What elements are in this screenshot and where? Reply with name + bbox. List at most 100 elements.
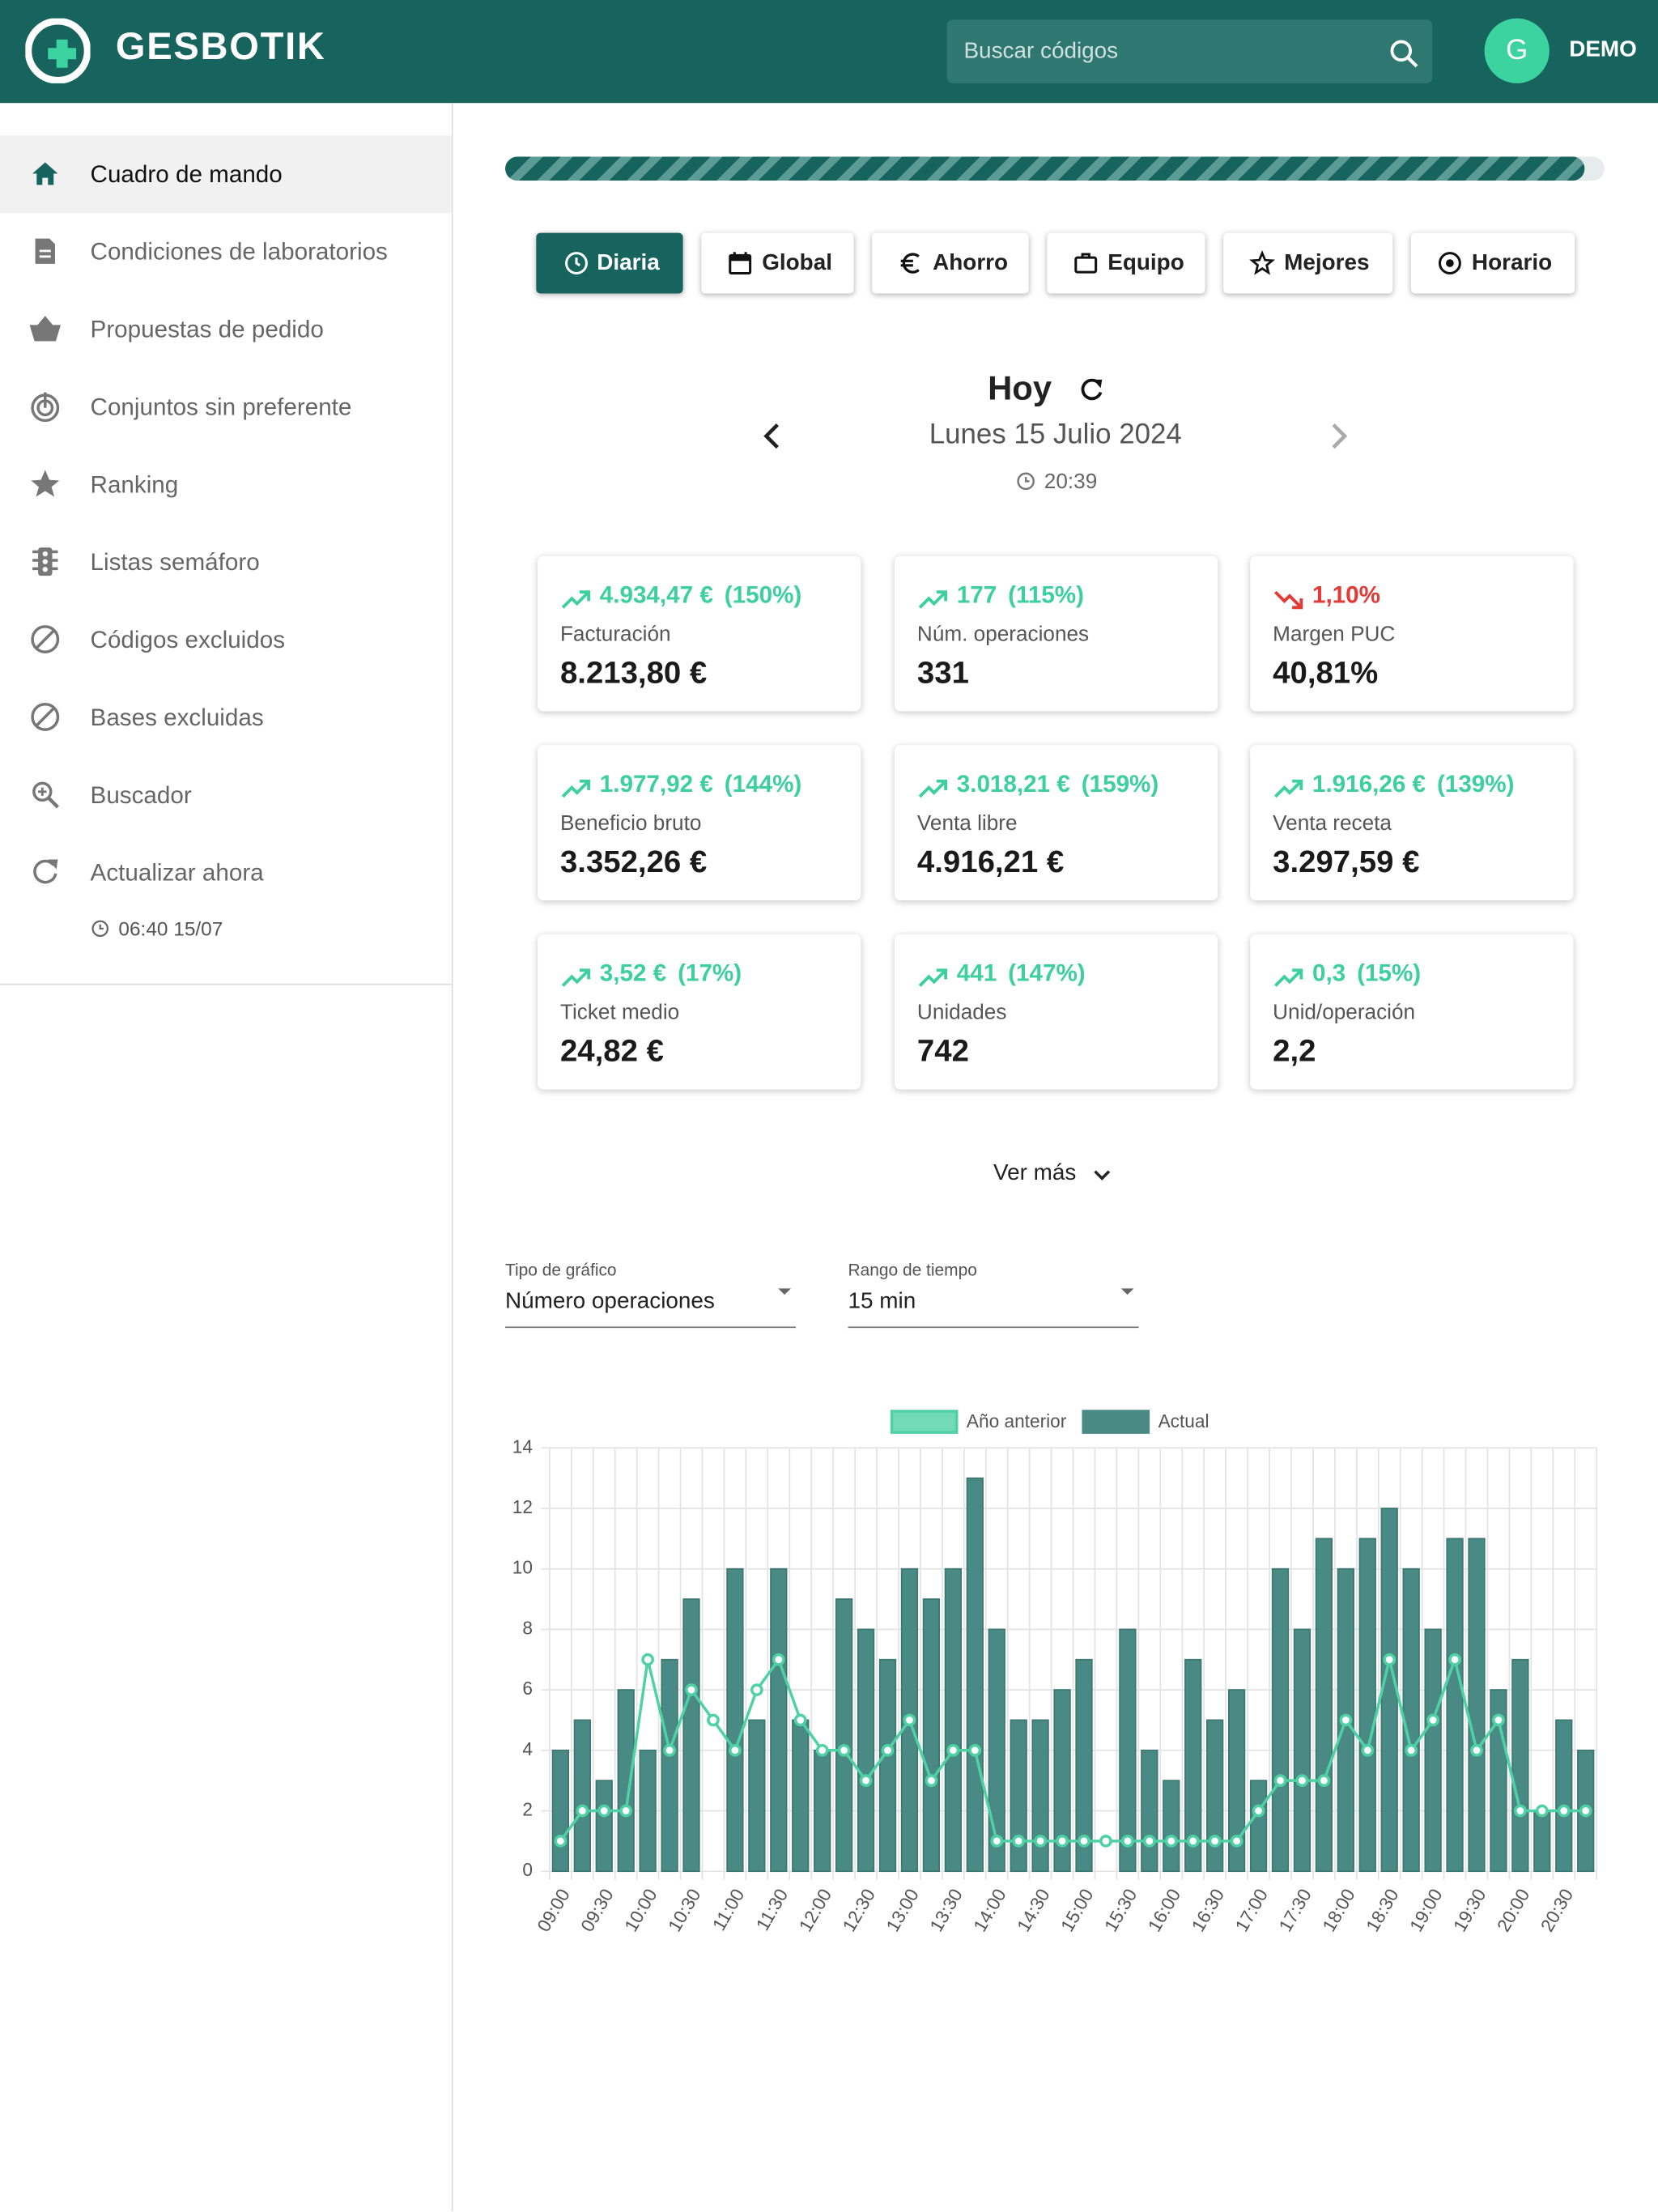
kpi-value: 2,2 bbox=[1273, 1032, 1316, 1069]
bar bbox=[1293, 1628, 1312, 1873]
y-tick-label: 8 bbox=[522, 1617, 533, 1638]
clock-icon bbox=[91, 920, 109, 938]
line-point bbox=[1383, 1653, 1397, 1666]
sidebar-item[interactable]: Buscador bbox=[0, 756, 452, 834]
sidebar-label[interactable]: Códigos excluidos bbox=[90, 626, 286, 653]
kpi-delta: 3.018,21 € (159%) bbox=[957, 771, 1159, 799]
bar bbox=[595, 1780, 613, 1873]
line-point bbox=[1121, 1834, 1134, 1848]
bar bbox=[1555, 1719, 1573, 1873]
x-tick-label: 15:30 bbox=[1100, 1885, 1141, 1935]
kpi-delta-value: 1.916,26 € bbox=[1312, 770, 1426, 798]
select[interactable]: Tipo de gráfico Número operaciones bbox=[504, 1256, 797, 1329]
select-value[interactable]: 15 min bbox=[848, 1290, 916, 1314]
prev-day[interactable] bbox=[759, 420, 784, 451]
line-point bbox=[1470, 1743, 1483, 1757]
line-point bbox=[750, 1683, 763, 1696]
x-tick-label: 09:00 bbox=[533, 1885, 574, 1935]
line-point bbox=[1164, 1834, 1178, 1848]
see-more-icon[interactable] bbox=[1092, 1166, 1112, 1185]
y-tick-label: 4 bbox=[522, 1738, 533, 1759]
sidebar-label[interactable]: Condiciones de laboratorios bbox=[90, 238, 388, 266]
sidebar-item[interactable]: Bases excluidas bbox=[0, 678, 452, 756]
line-point bbox=[641, 1653, 654, 1666]
line-point bbox=[1078, 1834, 1090, 1848]
select[interactable]: Rango de tiempo 15 min bbox=[848, 1256, 1139, 1329]
kpi-delta-value: 0,3 bbox=[1312, 959, 1346, 987]
kpi-delta: 1.977,92 € (144%) bbox=[600, 771, 802, 799]
user-name[interactable]: DEMO bbox=[1569, 38, 1637, 62]
sidebar-icon bbox=[32, 162, 58, 185]
bar bbox=[944, 1568, 962, 1873]
next-day[interactable] bbox=[1326, 420, 1351, 451]
kpi-value: 4.916,21 € bbox=[916, 844, 1065, 879]
tab-label[interactable]: Equipo bbox=[1107, 251, 1184, 275]
kpi-value: 331 bbox=[916, 654, 969, 691]
bar bbox=[1533, 1810, 1551, 1873]
see-more[interactable]: Ver más bbox=[993, 1161, 1077, 1186]
kpi-delta: 1.916,26 € (139%) bbox=[1312, 771, 1515, 799]
sidebar-item[interactable]: Actualizar ahora bbox=[0, 834, 452, 912]
kpi-card: 3,52 € (17%) Ticket medio 24,82 € bbox=[538, 934, 861, 1090]
line-point bbox=[1295, 1774, 1309, 1787]
tab[interactable]: Equipo bbox=[1047, 232, 1205, 294]
sidebar-item[interactable]: Condiciones de laboratorios bbox=[0, 213, 452, 291]
tab[interactable]: Horario bbox=[1410, 232, 1575, 294]
sidebar-label[interactable]: Listas semáforo bbox=[90, 549, 260, 576]
bar bbox=[1227, 1689, 1246, 1873]
sidebar-label[interactable]: Cuadro de mando bbox=[90, 160, 283, 188]
refresh-icon[interactable] bbox=[1079, 376, 1104, 402]
tab-label[interactable]: Diaria bbox=[597, 251, 660, 275]
logo[interactable] bbox=[25, 18, 91, 83]
bar bbox=[726, 1568, 744, 1873]
kpi-delta-pct: (144%) bbox=[724, 770, 802, 798]
sidebar-label[interactable]: Bases excluidas bbox=[90, 704, 264, 731]
bar bbox=[1206, 1719, 1224, 1873]
sidebar-item[interactable]: Propuestas de pedido bbox=[0, 291, 452, 368]
bar bbox=[1163, 1780, 1180, 1873]
kpi-delta-pct: (147%) bbox=[1008, 959, 1086, 987]
line-point bbox=[990, 1834, 1004, 1848]
tab[interactable]: Mejores bbox=[1223, 232, 1393, 294]
sidebar-label[interactable]: Ranking bbox=[90, 471, 179, 499]
line-point bbox=[663, 1743, 676, 1757]
line-point bbox=[1514, 1804, 1527, 1818]
x-tick-label: 11:00 bbox=[708, 1885, 748, 1934]
x-tick-label: 09:30 bbox=[576, 1885, 618, 1935]
x-tick-label: 19:30 bbox=[1449, 1885, 1490, 1935]
sidebar-label[interactable]: Actualizar ahora bbox=[90, 859, 264, 887]
avatar[interactable]: G bbox=[1484, 18, 1550, 83]
bar bbox=[1315, 1538, 1333, 1873]
tab-label[interactable]: Ahorro bbox=[933, 251, 1009, 275]
sidebar-label[interactable]: Conjuntos sin preferente bbox=[90, 393, 352, 421]
sidebar-item[interactable]: Listas semáforo bbox=[0, 524, 452, 602]
bar bbox=[573, 1719, 591, 1873]
sidebar-label[interactable]: Propuestas de pedido bbox=[90, 316, 324, 343]
sidebar-item[interactable]: Conjuntos sin preferente bbox=[0, 368, 452, 446]
sidebar-item[interactable]: Cuadro de mando bbox=[0, 135, 452, 214]
line-point bbox=[1012, 1834, 1026, 1848]
x-tick-label: 14:30 bbox=[1013, 1885, 1054, 1935]
tab-label[interactable]: Horario bbox=[1471, 251, 1553, 275]
tab[interactable]: Ahorro bbox=[872, 232, 1029, 294]
line-point bbox=[1252, 1804, 1265, 1818]
x-tick-label: 11:30 bbox=[751, 1885, 792, 1934]
tab[interactable]: Diaria bbox=[536, 232, 683, 294]
sidebar-item[interactable]: Ranking bbox=[0, 446, 452, 524]
kpi-card: 177 (115%) Núm. operaciones 331 bbox=[895, 555, 1218, 712]
line-point bbox=[1405, 1743, 1418, 1757]
tab-label[interactable]: Mejores bbox=[1284, 251, 1370, 275]
line-point bbox=[576, 1804, 589, 1818]
select-caret bbox=[1120, 1288, 1134, 1295]
kpi-delta-value: 3,52 € bbox=[599, 959, 667, 987]
search-box[interactable]: Buscar códigos bbox=[946, 19, 1433, 83]
line-point bbox=[1448, 1653, 1461, 1666]
tab[interactable]: Global bbox=[701, 232, 854, 294]
tab-label[interactable]: Global bbox=[762, 251, 832, 275]
sidebar-item[interactable]: Códigos excluidos bbox=[0, 602, 452, 679]
kpi-label: Núm. operaciones bbox=[916, 622, 1090, 647]
search-icon[interactable] bbox=[1388, 38, 1419, 69]
bar bbox=[1511, 1658, 1529, 1873]
select-value[interactable]: Número operaciones bbox=[504, 1290, 715, 1314]
sidebar-label[interactable]: Buscador bbox=[90, 781, 192, 809]
